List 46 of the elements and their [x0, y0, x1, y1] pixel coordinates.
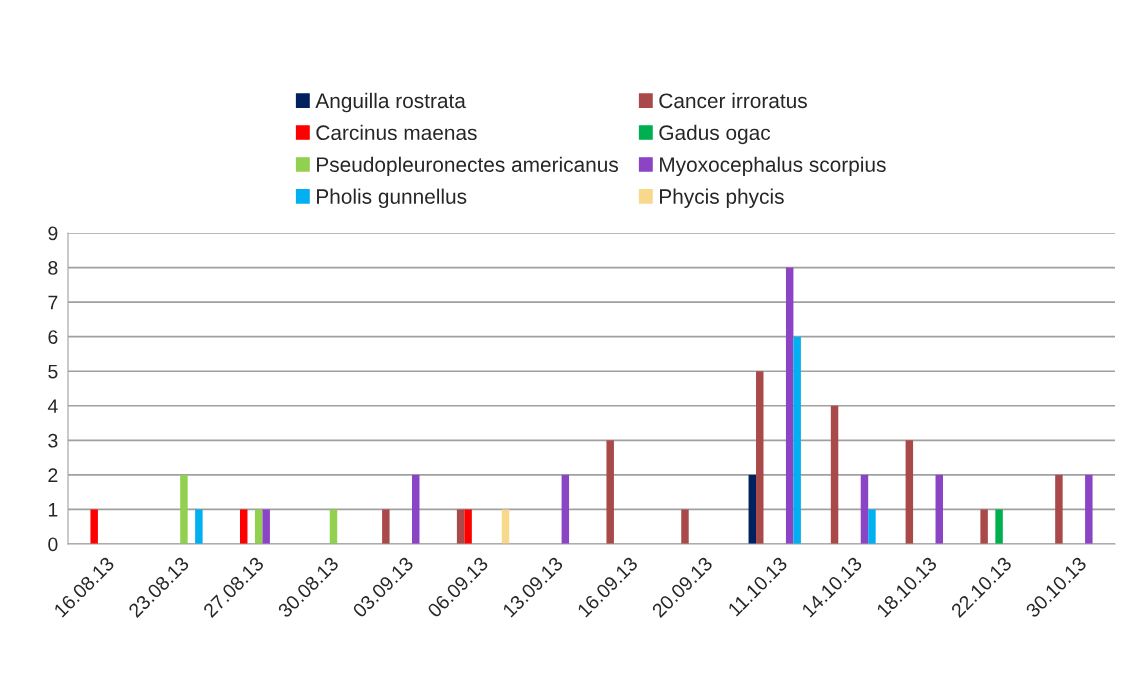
legend-label: Myoxocephalus scorpius — [660, 156, 886, 177]
bar — [905, 440, 914, 544]
bar — [935, 474, 943, 544]
bar — [980, 509, 988, 544]
y-tick-label: 8 — [48, 261, 58, 275]
bar — [793, 336, 801, 544]
bar — [262, 509, 270, 544]
bar — [868, 509, 876, 544]
y-tick-label: 6 — [48, 330, 58, 344]
bar — [90, 509, 98, 544]
y-tick-label: 2 — [48, 468, 58, 482]
bar — [995, 509, 1003, 544]
bar — [681, 509, 689, 544]
y-tick-label: 5 — [48, 364, 58, 379]
y-tick-label: 9 — [48, 226, 58, 241]
bar — [785, 267, 794, 544]
bar — [860, 474, 869, 544]
y-tick-label: 3 — [48, 433, 58, 448]
bar — [456, 509, 465, 544]
bar — [240, 509, 248, 544]
legend-label: Phycis phycis — [660, 188, 784, 209]
bar — [180, 474, 188, 544]
bar — [464, 509, 472, 544]
bar — [254, 509, 263, 544]
y-tick-label: 1 — [48, 503, 58, 517]
y-tick-label: 0 — [48, 537, 58, 552]
bar — [748, 474, 757, 544]
bar — [329, 509, 338, 544]
bar — [1085, 474, 1093, 544]
legend-label: Carcinus maenas — [316, 124, 477, 141]
bar — [1055, 474, 1063, 544]
y-tick-label: 4 — [47, 399, 58, 413]
bar — [501, 509, 510, 544]
legend-label: Pseudopleuronectes americanus — [317, 156, 618, 177]
bar — [412, 474, 420, 544]
legend-label: Anguilla rostrata — [315, 92, 466, 113]
bar — [830, 405, 839, 544]
bar — [382, 509, 390, 544]
legend-label: Pholis gunnellus — [317, 188, 467, 209]
bar — [195, 509, 203, 544]
y-tick-label: 7 — [48, 295, 58, 310]
legend-label: Gadus ogac — [659, 124, 771, 145]
bar — [606, 440, 614, 544]
legend-label: Cancer irroratus — [659, 92, 807, 109]
bar — [756, 371, 764, 544]
bar — [561, 474, 570, 544]
